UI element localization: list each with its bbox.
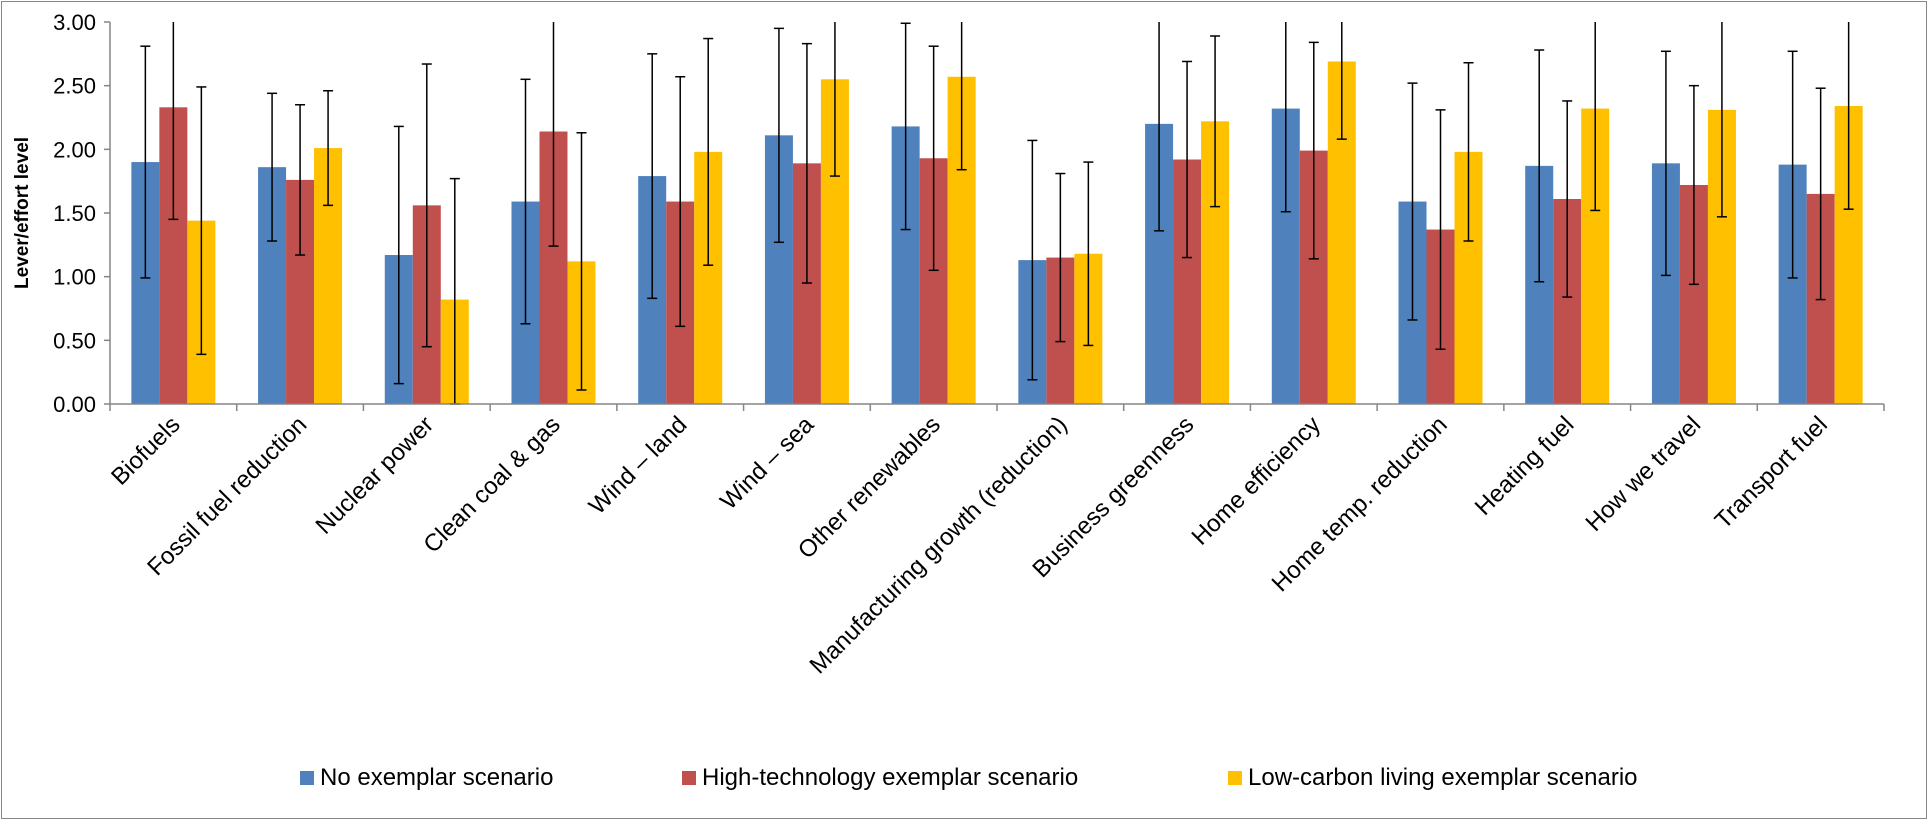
legend-swatch: [1228, 771, 1242, 785]
x-tick-label: Manufacturing growth (reduction): [804, 411, 1072, 679]
axes-layer: [104, 21, 1885, 411]
legend: No exemplar scenario High-technology exem…: [0, 760, 1928, 796]
x-tick-label: Nuclear power: [311, 411, 440, 540]
legend-label: No exemplar scenario: [320, 764, 554, 791]
y-tick-label: 1.50: [53, 201, 96, 226]
y-tick-label: 1.00: [53, 265, 96, 290]
x-tick-label: How we travel: [1581, 411, 1707, 537]
y-tick-label: 0.50: [53, 328, 96, 353]
bars-layer: [131, 61, 1863, 405]
legend-item: Low-carbon living exemplar scenario: [1228, 760, 1638, 796]
error-bars-layer: [140, 22, 1854, 405]
y-tick-label: 0.00: [53, 392, 96, 417]
legend-swatch: [300, 771, 314, 785]
x-tick-label: Heating fuel: [1470, 411, 1580, 521]
legend-item: No exemplar scenario: [300, 760, 553, 796]
y-tick-label: 2.00: [53, 137, 96, 162]
y-axis-label: Lever/effort level: [12, 137, 33, 289]
legend-item: High-technology exemplar scenario: [682, 760, 1078, 796]
x-tick-label: Biofuels: [106, 411, 185, 490]
legend-label: Low-carbon living exemplar scenario: [1248, 764, 1638, 791]
x-tick-label: Wind – land: [584, 411, 693, 520]
x-tick-label: Transport fuel: [1710, 411, 1833, 534]
x-tick-label: Clean coal & gas: [418, 411, 565, 558]
legend-label: High-technology exemplar scenario: [702, 764, 1079, 791]
x-tick-label: Home efficiency: [1187, 411, 1327, 551]
x-tick-label: Wind – sea: [715, 411, 819, 515]
legend-swatch: [682, 771, 696, 785]
y-tick-label: 3.00: [53, 10, 96, 35]
y-tick-label: 2.50: [53, 74, 96, 99]
